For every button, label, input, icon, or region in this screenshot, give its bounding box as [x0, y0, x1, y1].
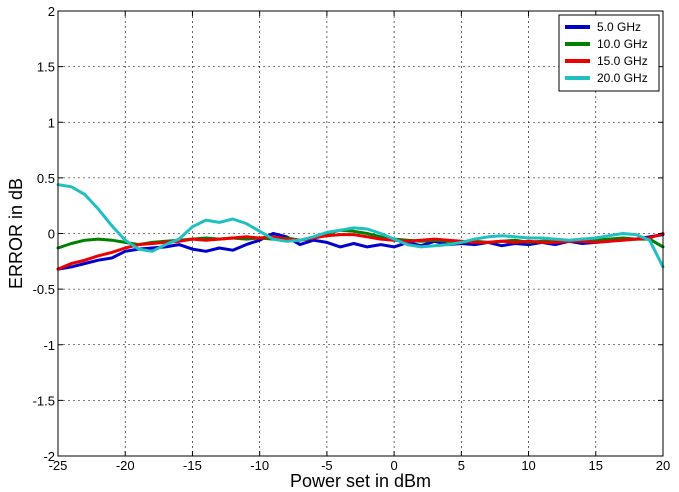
legend-label: 15.0 GHz	[597, 54, 648, 68]
y-tick-label: -1.5	[33, 393, 55, 408]
x-tick-label: 15	[589, 458, 603, 473]
y-tick-label: 1.5	[37, 60, 55, 75]
series-line-20-0-ghz	[56, 183, 665, 269]
series-line-15-0-ghz	[56, 232, 665, 271]
x-tick-label: 10	[521, 458, 535, 473]
series-lines	[56, 183, 665, 271]
legend-label: 10.0 GHz	[597, 37, 648, 51]
grid-lines	[58, 11, 663, 456]
axis-ticks: -25 -20 -15 -10 -5 0 5 10 15 20 -2 -1.5 -1 -0.5 0 0.5 1 1…	[33, 4, 671, 473]
y-tick-label: -2	[43, 449, 55, 464]
y-tick-label: 1	[48, 115, 55, 130]
y-tick-label: -1	[43, 338, 55, 353]
x-tick-label: 5	[458, 458, 465, 473]
y-axis-title: ERROR in dB	[6, 178, 26, 289]
legend-label: 5.0 GHz	[597, 20, 641, 34]
y-tick-label: -0.5	[33, 282, 55, 297]
x-tick-label: -5	[321, 458, 333, 473]
y-tick-label: 0	[48, 227, 55, 242]
x-tick-label: 20	[656, 458, 670, 473]
x-tick-label: 0	[390, 458, 397, 473]
legend: 5.0 GHz 10.0 GHz 15.0 GHz 20.0 GHz	[558, 14, 660, 92]
x-axis-title: Power set in dBm	[290, 471, 431, 491]
x-tick-label: -10	[250, 458, 269, 473]
x-tick-label: -25	[49, 458, 68, 473]
legend-label: 20.0 GHz	[597, 71, 648, 85]
x-tick-label: -20	[116, 458, 135, 473]
x-tick-label: -15	[183, 458, 202, 473]
y-tick-label: 2	[48, 4, 55, 19]
y-tick-label: 0.5	[37, 171, 55, 186]
